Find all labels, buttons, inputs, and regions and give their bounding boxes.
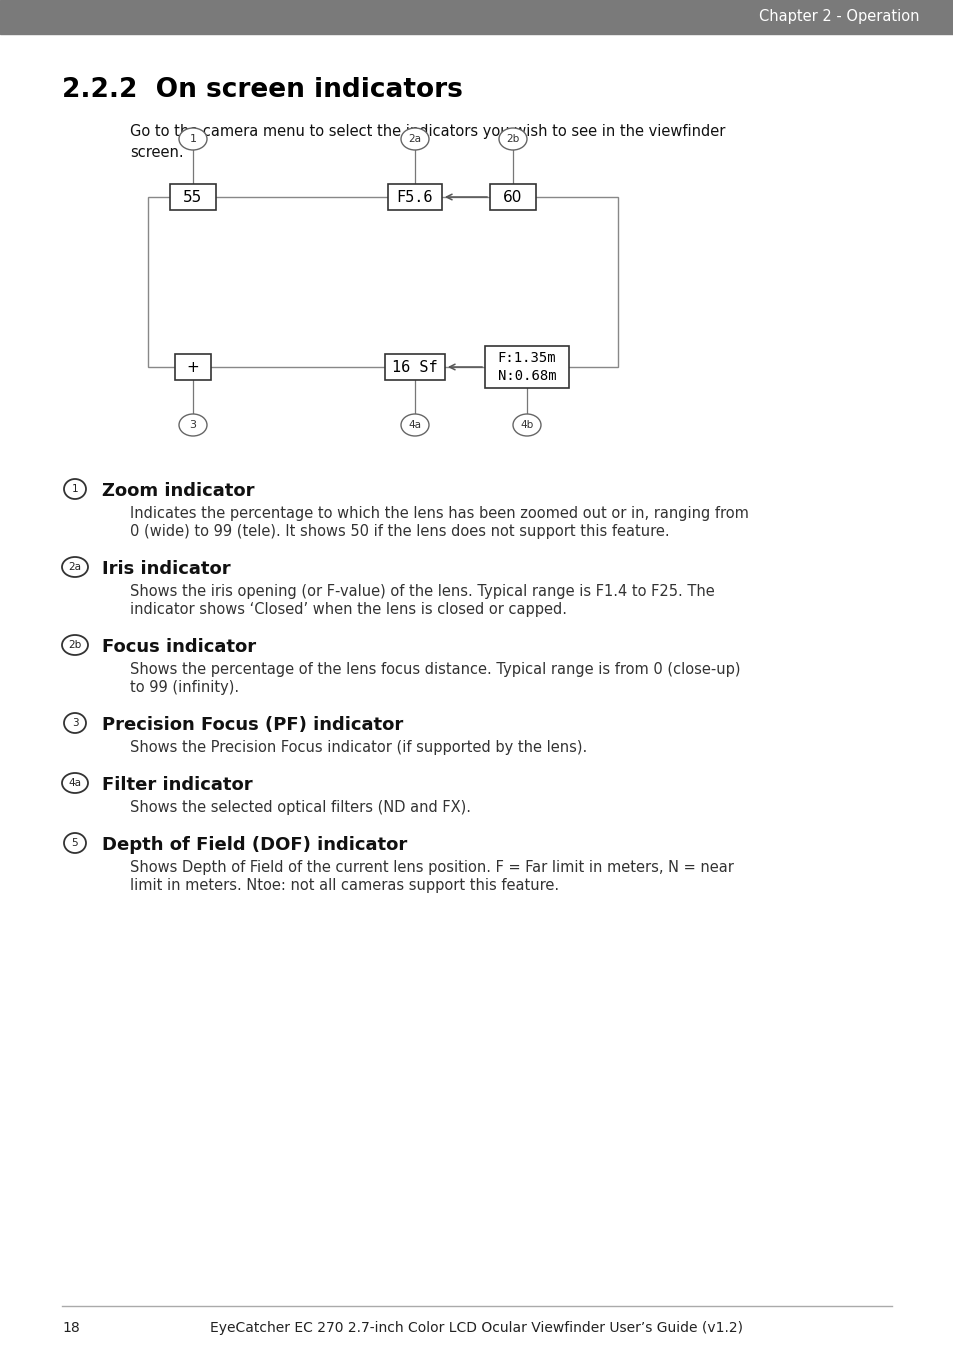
Ellipse shape (513, 414, 540, 435)
Bar (385, 354, 444, 380)
Text: 2b: 2b (506, 134, 519, 145)
Text: 16 Sf: 16 Sf (392, 360, 437, 375)
Text: Zoom indicator: Zoom indicator (102, 483, 254, 500)
Text: Precision Focus (PF) indicator: Precision Focus (PF) indicator (102, 717, 403, 734)
Text: Indicates the percentage to which the lens has been zoomed out or in, ranging fr: Indicates the percentage to which the le… (130, 506, 748, 521)
Ellipse shape (498, 128, 526, 150)
Ellipse shape (62, 635, 88, 654)
Text: 18: 18 (62, 1321, 80, 1334)
Bar (388, 184, 441, 210)
Text: Depth of Field (DOF) indicator: Depth of Field (DOF) indicator (102, 836, 407, 854)
Ellipse shape (64, 713, 86, 733)
Text: 55: 55 (183, 189, 202, 204)
Bar (170, 184, 215, 210)
Text: +: + (187, 360, 199, 375)
Text: EyeCatcher EC 270 2.7-inch Color LCD Ocular Viewfinder User’s Guide (v1.2): EyeCatcher EC 270 2.7-inch Color LCD Ocu… (211, 1321, 742, 1334)
Ellipse shape (62, 557, 88, 577)
Text: 2a: 2a (408, 134, 421, 145)
Text: 1: 1 (190, 134, 196, 145)
Ellipse shape (400, 414, 429, 435)
Text: limit in meters. Ntoe: not all cameras support this feature.: limit in meters. Ntoe: not all cameras s… (130, 877, 558, 894)
Ellipse shape (179, 414, 207, 435)
Text: 1: 1 (71, 484, 78, 493)
Text: 2.2.2  On screen indicators: 2.2.2 On screen indicators (62, 77, 462, 103)
Text: 2b: 2b (69, 639, 82, 650)
Text: Focus indicator: Focus indicator (102, 638, 255, 656)
Text: Shows the iris opening (or F-value) of the lens. Typical range is F1.4 to F25. T: Shows the iris opening (or F-value) of t… (130, 584, 714, 599)
Bar (148, 197, 618, 366)
Text: 5: 5 (71, 838, 78, 848)
Text: 4a: 4a (408, 420, 421, 430)
Text: to 99 (infinity).: to 99 (infinity). (130, 680, 239, 695)
Bar (484, 346, 568, 388)
Text: Shows Depth of Field of the current lens position. F = Far limit in meters, N = : Shows Depth of Field of the current lens… (130, 860, 733, 875)
Text: F5.6: F5.6 (396, 189, 433, 204)
Text: 2a: 2a (69, 562, 81, 572)
Text: Chapter 2 - Operation: Chapter 2 - Operation (759, 9, 919, 24)
Text: 0 (wide) to 99 (tele). It shows 50 if the lens does not support this feature.: 0 (wide) to 99 (tele). It shows 50 if th… (130, 525, 669, 539)
Text: Shows the percentage of the lens focus distance. Typical range is from 0 (close-: Shows the percentage of the lens focus d… (130, 662, 740, 677)
Text: Shows the Precision Focus indicator (if supported by the lens).: Shows the Precision Focus indicator (if … (130, 740, 587, 754)
Text: 3: 3 (190, 420, 196, 430)
Text: Filter indicator: Filter indicator (102, 776, 253, 794)
Text: 4b: 4b (519, 420, 533, 430)
Text: F:1.35m
N:0.68m: F:1.35m N:0.68m (497, 352, 556, 383)
Text: 60: 60 (503, 189, 522, 204)
Text: 3: 3 (71, 718, 78, 727)
Bar (0, 0, 953, 34)
Bar (174, 354, 211, 380)
Ellipse shape (64, 833, 86, 853)
Ellipse shape (64, 479, 86, 499)
Ellipse shape (179, 128, 207, 150)
Text: Go to the camera menu to select the indicators you wish to see in the viewfinder: Go to the camera menu to select the indi… (130, 124, 724, 160)
Ellipse shape (400, 128, 429, 150)
Text: indicator shows ‘Closed’ when the lens is closed or capped.: indicator shows ‘Closed’ when the lens i… (130, 602, 566, 617)
Bar (490, 184, 536, 210)
Text: 4a: 4a (69, 777, 81, 788)
Text: Iris indicator: Iris indicator (102, 560, 231, 579)
Ellipse shape (62, 773, 88, 794)
Text: Shows the selected optical filters (ND and FX).: Shows the selected optical filters (ND a… (130, 800, 471, 815)
